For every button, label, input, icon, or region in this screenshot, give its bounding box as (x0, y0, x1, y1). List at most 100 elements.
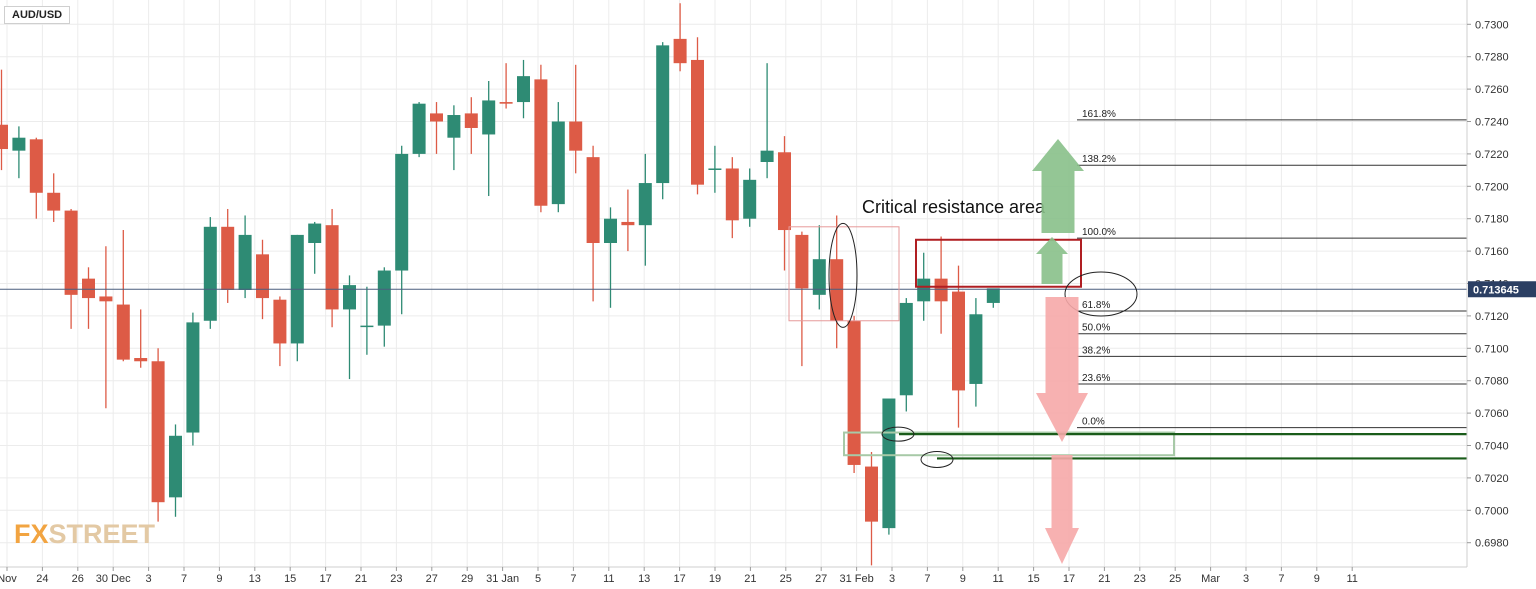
candle (760, 63, 774, 179)
candle-body (308, 223, 322, 243)
candle (882, 398, 896, 535)
candle (899, 298, 913, 412)
candle-body (412, 103, 426, 154)
green-arrow-large (1032, 139, 1084, 233)
candle-body (482, 100, 496, 135)
candle-body (203, 226, 217, 321)
candle (725, 157, 739, 239)
candle-body (621, 221, 635, 226)
y-tick-label: 0.7280 (1475, 52, 1509, 64)
candle (12, 126, 26, 179)
candle-body (760, 150, 774, 162)
candle (412, 102, 426, 158)
candle-body (638, 183, 652, 226)
y-tick-label: 0.6980 (1475, 538, 1509, 550)
x-tick-label: 17 (319, 573, 331, 585)
candle (256, 239, 269, 320)
x-tick-label: 5 (535, 573, 541, 585)
candle (134, 309, 148, 368)
candle-body (169, 435, 182, 498)
x-tick-label: 9 (216, 573, 222, 585)
candle-body (116, 304, 130, 360)
candle-body (725, 168, 739, 221)
y-axis: 0.6980 0.7000 0.7020 0.7040 0.7060 0.7080 0.71… (1467, 19, 1536, 550)
x-tick-label: 17 (673, 573, 685, 585)
x-tick-label: 3 (1243, 573, 1249, 585)
candle-body (64, 210, 78, 295)
candle-body (986, 288, 1000, 303)
x-axis: Nov 24 26 30 Dec 3 7 9 13 15 17 21 23 27 29 31 Jan 5 7 11… (0, 567, 1358, 585)
y-tick-label: 0.7000 (1475, 505, 1509, 517)
support-ellipse-1 (881, 426, 915, 442)
candle-body (273, 299, 287, 344)
x-tick-label: 31 Feb (839, 573, 873, 585)
candle (952, 265, 965, 428)
candle-body (586, 157, 600, 243)
y-tick-label: 0.7080 (1475, 376, 1509, 388)
y-tick-label: 0.7220 (1475, 149, 1509, 161)
x-tick-label: 11 (1346, 573, 1357, 585)
candle (934, 236, 948, 334)
fib-label: 138.2% (1082, 154, 1116, 165)
candle (551, 102, 565, 213)
candle-body (604, 218, 617, 243)
candle (221, 208, 235, 303)
y-tick-label: 0.7300 (1475, 19, 1509, 31)
current-price-badge (1468, 281, 1536, 298)
candle (795, 231, 809, 367)
x-tick-label: 15 (284, 573, 296, 585)
candle-body (377, 270, 391, 326)
candle-body (430, 113, 443, 122)
candle-body (447, 115, 461, 138)
candle-body (186, 322, 200, 433)
candle-body (47, 192, 61, 211)
candle-body (534, 79, 548, 206)
candle (64, 208, 78, 329)
resistance-label: Critical resistance area (862, 197, 1046, 217)
price-ellipse (1064, 271, 1138, 317)
candle (986, 288, 1000, 308)
candle (343, 275, 356, 380)
candle (464, 97, 478, 154)
candle (99, 246, 113, 409)
y-tick-label: 0.7240 (1475, 117, 1509, 129)
fibonacci-levels: 161.8% 138.2% 100.0% 61.8% 50.0% 38.2% 23.6% 0.… (1077, 109, 1467, 429)
x-tick-label: 13 (638, 573, 650, 585)
candle (586, 145, 600, 302)
y-tick-label: 0.7100 (1475, 343, 1509, 355)
candle (377, 267, 391, 347)
candle-body (82, 278, 95, 299)
candle (621, 189, 635, 252)
candle (238, 215, 252, 299)
x-tick-label: 11 (603, 573, 614, 585)
candle-body (12, 137, 26, 151)
y-tick-label: 0.7200 (1475, 181, 1509, 193)
candle (499, 63, 513, 109)
candle (290, 234, 304, 362)
y-tick-label: 0.7260 (1475, 84, 1509, 96)
candle-body (99, 296, 113, 302)
candle (325, 208, 339, 328)
annotations: Critical resistance area (0, 139, 1467, 564)
red-arrow-upper (1036, 297, 1088, 442)
x-tick-label: 3 (889, 573, 895, 585)
x-tick-label: 26 (72, 573, 84, 585)
candle-body (830, 259, 844, 321)
y-tick-label: 0.7120 (1475, 311, 1509, 323)
candle (116, 230, 130, 362)
x-tick-label: 31 Jan (486, 573, 519, 585)
candle-body (0, 124, 8, 150)
symbol-label: AUD/USD (4, 6, 71, 24)
candle-body (934, 278, 948, 302)
candle (847, 315, 861, 474)
candle-body (656, 45, 670, 184)
y-tick-label: 0.7060 (1475, 408, 1509, 420)
candle (691, 37, 704, 195)
candle (395, 145, 409, 315)
candle (203, 217, 217, 329)
x-tick-label: 30 Dec (96, 573, 131, 585)
candle (517, 59, 530, 119)
candle-body (151, 361, 165, 503)
candle (812, 225, 826, 310)
